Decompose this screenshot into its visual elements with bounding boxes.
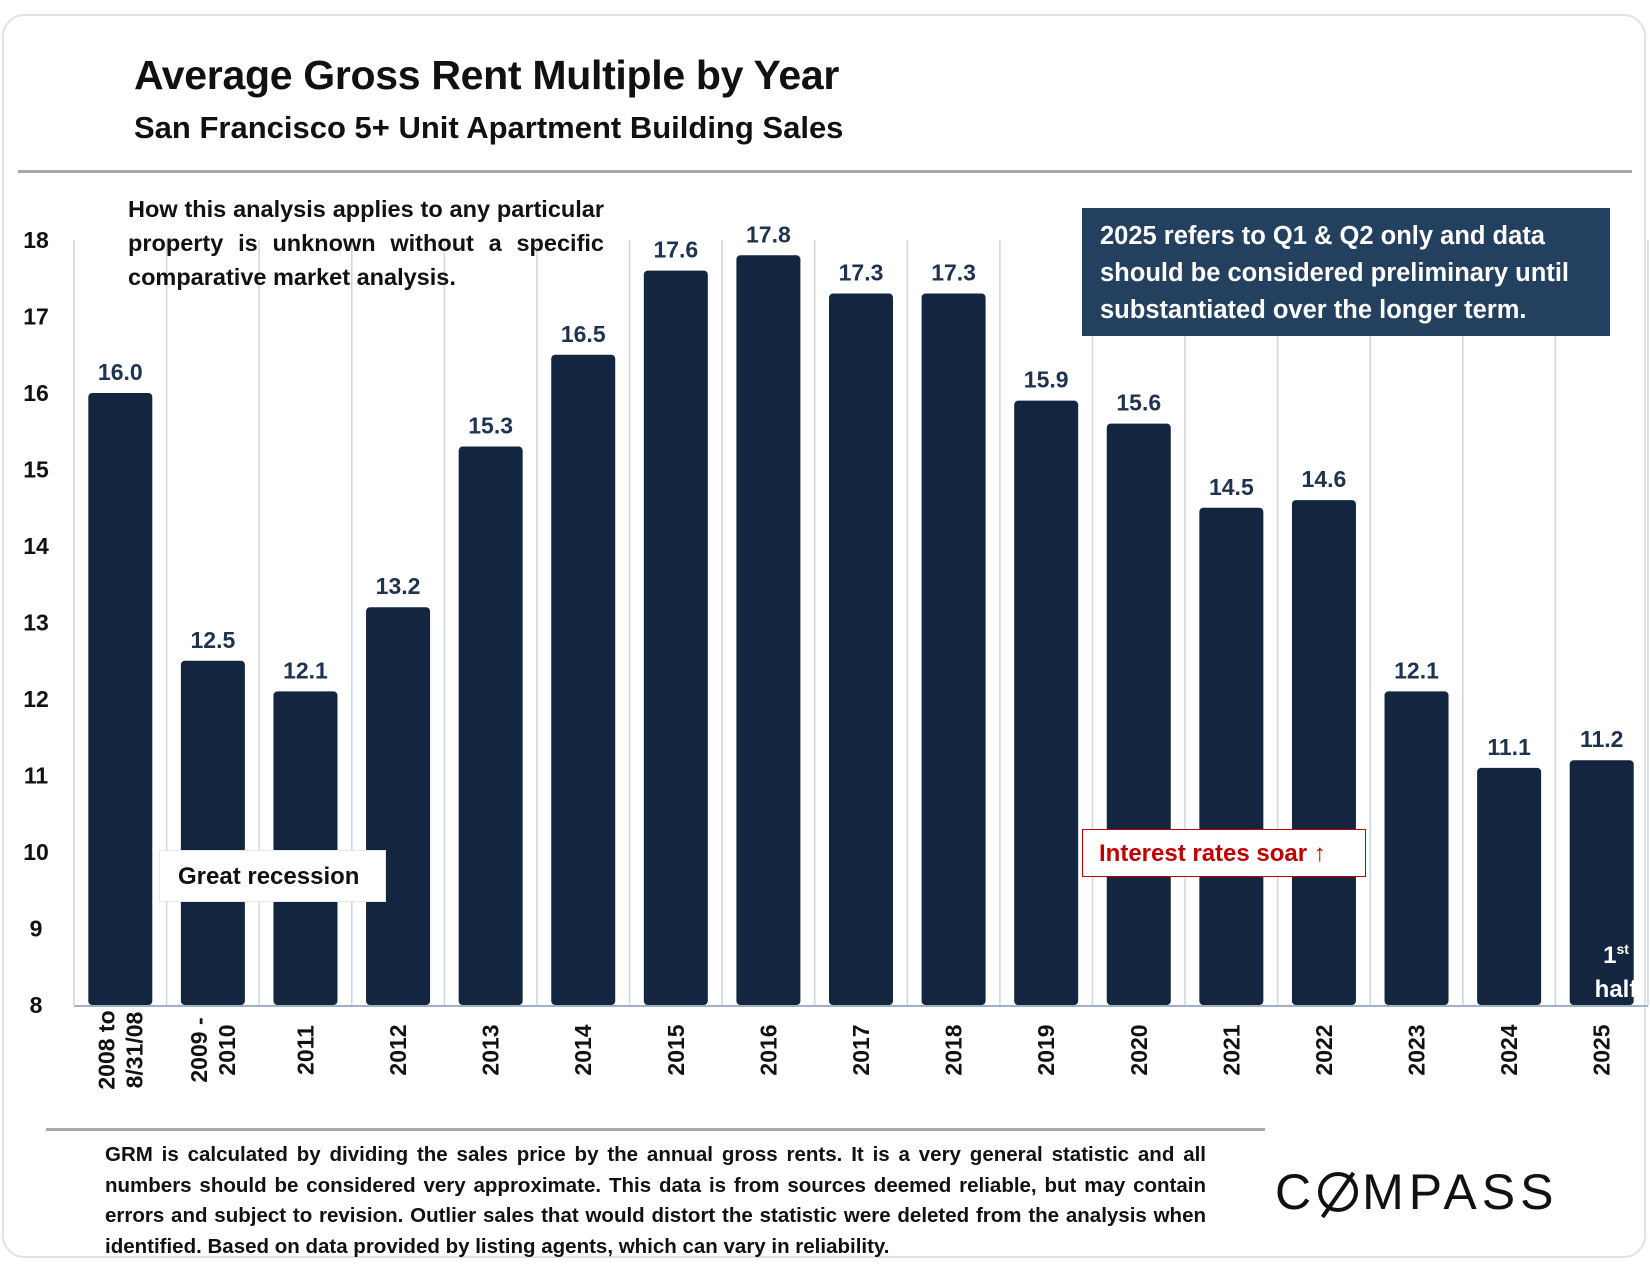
data-label: 12.1 bbox=[1394, 657, 1439, 683]
data-label: 15.3 bbox=[468, 413, 513, 439]
data-label: 17.3 bbox=[931, 260, 976, 286]
x-tick-label: 2008 to bbox=[93, 1010, 119, 1089]
x-tick-label: 2025 bbox=[1589, 1024, 1615, 1075]
x-tick-label: 2009 - bbox=[186, 1017, 212, 1082]
bar bbox=[829, 293, 893, 1005]
bar bbox=[736, 255, 801, 1006]
logo-letter-c: C bbox=[1275, 1164, 1317, 1220]
data-label: 17.8 bbox=[746, 221, 791, 247]
y-tick-label: 12 bbox=[23, 686, 49, 712]
data-label: 17.6 bbox=[653, 237, 698, 263]
chart-title: Average Gross Rent Multiple by Year bbox=[134, 52, 839, 98]
first-half-number: 1 bbox=[1603, 942, 1617, 969]
x-tick-label: 2013 bbox=[478, 1024, 504, 1075]
bar bbox=[1477, 767, 1542, 1005]
bar bbox=[1384, 691, 1449, 1005]
x-tick-label: 2011 bbox=[292, 1025, 318, 1075]
y-tick-label: 18 bbox=[23, 227, 49, 253]
x-tick-label: 2012 bbox=[385, 1024, 411, 1075]
preliminary-callout: 2025 refers to Q1 & Q2 only and data sho… bbox=[1082, 208, 1610, 336]
logo-letters: MPASS bbox=[1362, 1164, 1559, 1220]
data-label: 15.9 bbox=[1024, 367, 1069, 393]
data-label: 11.1 bbox=[1487, 734, 1531, 760]
interest-rates-label: Interest rates soar ↑ bbox=[1082, 829, 1366, 877]
x-tick-label: 2024 bbox=[1496, 1024, 1522, 1075]
bar bbox=[458, 446, 523, 1005]
y-tick-label: 8 bbox=[30, 992, 43, 1018]
y-tick-label: 13 bbox=[23, 610, 49, 636]
x-tick-label: 8/31/08 bbox=[121, 1011, 147, 1088]
data-label: 12.5 bbox=[190, 627, 235, 653]
x-tick-label: 2019 bbox=[1033, 1024, 1059, 1075]
bar bbox=[551, 354, 616, 1005]
y-tick-label: 16 bbox=[23, 380, 49, 406]
data-label: 16.5 bbox=[561, 321, 606, 347]
first-half-word: half bbox=[1594, 976, 1638, 1003]
data-label: 16.0 bbox=[98, 359, 143, 385]
bar bbox=[88, 393, 153, 1005]
bar bbox=[1014, 400, 1079, 1005]
compass-logo: C MPASS bbox=[1275, 1163, 1558, 1221]
bar bbox=[366, 607, 431, 1005]
y-tick-label: 9 bbox=[30, 916, 43, 942]
bar bbox=[643, 270, 708, 1006]
y-tick-label: 17 bbox=[23, 304, 49, 330]
x-tick-label: 2014 bbox=[570, 1024, 596, 1075]
bar bbox=[1199, 507, 1264, 1005]
data-label: 11.2 bbox=[1580, 726, 1624, 752]
x-tick-label: 2023 bbox=[1404, 1024, 1430, 1075]
chart-subtitle: San Francisco 5+ Unit Apartment Building… bbox=[134, 110, 844, 145]
x-tick-label: 2010 bbox=[214, 1024, 240, 1075]
data-label: 14.5 bbox=[1209, 474, 1254, 500]
first-half-suffix: st bbox=[1616, 941, 1629, 957]
header-divider bbox=[18, 170, 1632, 173]
data-label: 12.1 bbox=[283, 657, 328, 683]
x-tick-label: 2022 bbox=[1311, 1024, 1337, 1075]
footer-divider bbox=[46, 1128, 1265, 1131]
data-label: 15.6 bbox=[1116, 390, 1161, 416]
x-tick-label: 2021 bbox=[1218, 1024, 1244, 1075]
data-label: 17.3 bbox=[839, 260, 884, 286]
data-label: 14.6 bbox=[1302, 466, 1347, 492]
x-tick-label: 2018 bbox=[941, 1024, 967, 1075]
chart-frame bbox=[2, 14, 1646, 1258]
y-tick-label: 15 bbox=[23, 457, 49, 483]
logo-o-icon bbox=[1318, 1172, 1359, 1212]
data-label: 13.2 bbox=[376, 573, 421, 599]
x-tick-label: 2017 bbox=[848, 1024, 874, 1075]
bar bbox=[921, 293, 986, 1005]
x-tick-label: 2015 bbox=[663, 1024, 689, 1075]
x-tick-label: 2020 bbox=[1126, 1024, 1152, 1075]
x-tick-label: 2016 bbox=[755, 1024, 781, 1075]
bar bbox=[1569, 760, 1634, 1005]
bar bbox=[1106, 423, 1171, 1006]
first-half-label: 1st half bbox=[1590, 932, 1642, 1007]
disclaimer-note: How this analysis applies to any particu… bbox=[128, 196, 604, 290]
methodology-footnote: GRM is calculated by dividing the sales … bbox=[105, 1143, 1206, 1258]
bar bbox=[1291, 500, 1356, 1005]
y-tick-label: 10 bbox=[23, 839, 49, 865]
bar bbox=[180, 660, 245, 1005]
great-recession-label: Great recession bbox=[159, 850, 386, 902]
y-tick-label: 14 bbox=[23, 533, 49, 559]
y-tick-label: 11 bbox=[24, 763, 49, 789]
bar bbox=[273, 691, 338, 1005]
